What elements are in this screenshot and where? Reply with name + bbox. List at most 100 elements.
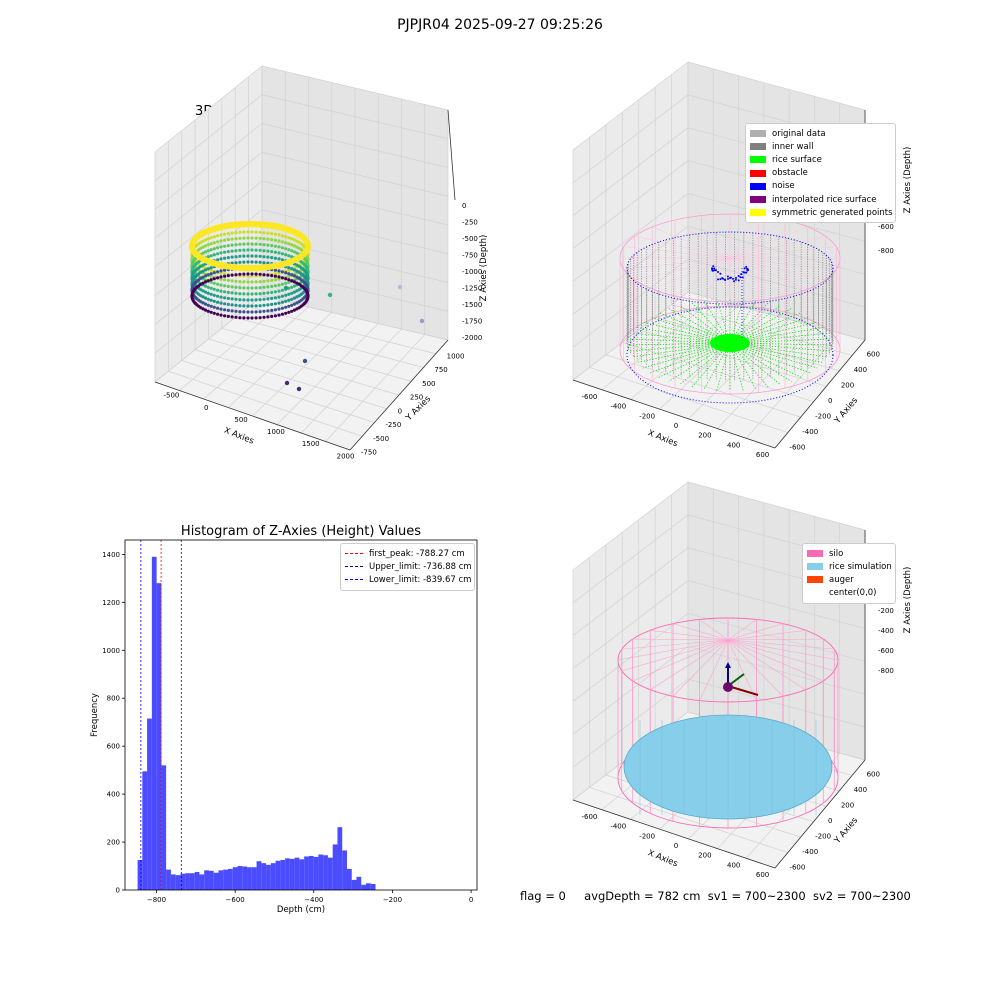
plot2-noise-point: [746, 269, 749, 272]
plot1-ring-point: [219, 251, 223, 255]
plot4-legend-swatch: [807, 563, 823, 571]
plot4-grid-line: [687, 580, 866, 629]
plot2-silo-spoke: [652, 226, 731, 259]
histogram-bar: [256, 861, 262, 890]
plot1-z-axis-label: Z Axies (Depth): [479, 235, 489, 302]
plot4-silo-roof-spoke: [650, 630, 729, 641]
plot2-grid-line: [572, 127, 689, 216]
plot1-ring-point: [234, 243, 238, 247]
sv2-value: sv2 = 700~2300: [812, 889, 911, 903]
plot2-grid-line: [687, 258, 866, 308]
histogram-bar: [204, 870, 209, 890]
plot1-ring-point: [266, 315, 270, 319]
plot1-ring-point: [209, 248, 213, 252]
plot1-ring-point: [223, 256, 227, 260]
plot1-ring-point: [223, 314, 227, 318]
plot1-grid-line: [154, 151, 263, 239]
plot1-ring-point: [284, 281, 288, 285]
plot1-ring-point: [277, 289, 281, 293]
plot2-grid-line: [572, 160, 689, 249]
plot1-ring-point: [201, 263, 205, 267]
plot4-silo-roof-spoke: [699, 619, 729, 641]
plot1-y-tick-label: 1000: [447, 352, 465, 360]
plot1-ring-point: [287, 236, 291, 240]
plot1-ring-point: [246, 280, 250, 284]
plot4-legend-label: auger: [829, 574, 854, 585]
plot1-x-axis-line: [154, 381, 351, 451]
plot1-ring-point: [262, 279, 266, 283]
plot1-ring-point: [280, 312, 284, 316]
plot2-legend-item: obstacle: [746, 167, 895, 180]
plot1-ring-point: [262, 231, 266, 235]
plot1-ring-point: [273, 314, 277, 318]
plot1-x-tick-label: -500: [164, 392, 180, 400]
histogram-bar: [242, 866, 248, 890]
histogram-bar: [361, 884, 367, 890]
plot1-ring-point: [287, 304, 291, 308]
plot1-ring-point: [250, 242, 254, 246]
plot1-ring-point: [280, 306, 284, 310]
plot2-silo-spoke: [729, 226, 808, 259]
plot1-ring-point: [209, 278, 213, 282]
plot2-noise-point: [737, 279, 740, 282]
plot1-ring-point: [292, 280, 296, 284]
plot1-x-tick-label: 2000: [337, 452, 355, 460]
plot1-y-tick-label: -250: [385, 421, 401, 429]
plot1-ring-point: [280, 252, 284, 256]
plot2-noise-point: [719, 272, 722, 275]
plot1-ring-point: [280, 282, 284, 286]
plot1-ring-point: [287, 254, 291, 258]
plot1-grid-line: [208, 338, 400, 396]
plot1-x-tick-label: 0: [204, 404, 208, 412]
plot1-ring-point: [246, 316, 250, 320]
plot1-ring-point: [280, 270, 284, 274]
plot1-ring-point: [223, 272, 227, 276]
plot2-rice-surface-spoke: [658, 342, 731, 378]
plot1-ring-point: [277, 283, 281, 287]
plot1-ring-point: [209, 292, 213, 296]
histogram-legend-item: Upper_limit: -736.88 cm: [341, 560, 474, 573]
plot1-ring-point: [223, 296, 227, 300]
plot1-ring-point: [254, 230, 258, 234]
plot1-ring-point: [262, 297, 266, 301]
plot1-ring-point: [242, 272, 246, 276]
plot2-legend-swatch: [750, 143, 766, 151]
plot1-ring-point: [226, 232, 230, 236]
plot1-ring-point: [254, 272, 258, 276]
plot1-ring-point: [246, 298, 250, 302]
plot1-ring-point: [254, 242, 258, 246]
histogram-legend-swatch: [345, 579, 363, 581]
plot2-x-tick-label: 600: [756, 451, 769, 459]
plot2-legend-label: inner wall: [772, 141, 814, 152]
plot2-legend-label: interpolated rice surface: [772, 194, 877, 205]
histogram-bar: [237, 866, 243, 890]
histogram-bar: [337, 827, 343, 890]
plot1-ring-point: [284, 247, 288, 251]
plot1-ring-point: [290, 291, 294, 295]
plot1-ring-point: [280, 246, 284, 250]
plot2-grid-line: [589, 367, 788, 433]
histogram-legend-swatch: [345, 566, 363, 568]
plot1-ring-point: [273, 284, 277, 288]
plot1-ring-point: [238, 260, 242, 264]
plot2-legend-item: original data: [746, 127, 895, 140]
plot1-ring-point: [242, 242, 246, 246]
plot1-ring-point: [223, 308, 227, 312]
plot1-ring-point: [262, 273, 266, 277]
plot2-noise-point: [745, 271, 748, 274]
plot1-ring-point: [212, 311, 216, 315]
plot1-z-tick-label: -750: [462, 252, 478, 260]
plot1-ring-point: [258, 292, 262, 296]
plot1-ring-point: [273, 290, 277, 294]
plot1-ring-point: [216, 246, 220, 250]
plot1-ring-point: [216, 234, 220, 238]
plot2-silo-spoke: [634, 257, 731, 281]
plot1-ring-point: [209, 236, 213, 240]
plot1-ring-point: [230, 297, 234, 301]
plot2-silo-spoke: [729, 257, 826, 281]
histogram-x-tick-label: −400: [304, 896, 323, 904]
plot1-ring-point: [254, 254, 258, 258]
plot4-y-tick-label: -200: [815, 832, 831, 840]
plot1-ring-point: [223, 274, 227, 278]
plot1-ring-point: [230, 285, 234, 289]
